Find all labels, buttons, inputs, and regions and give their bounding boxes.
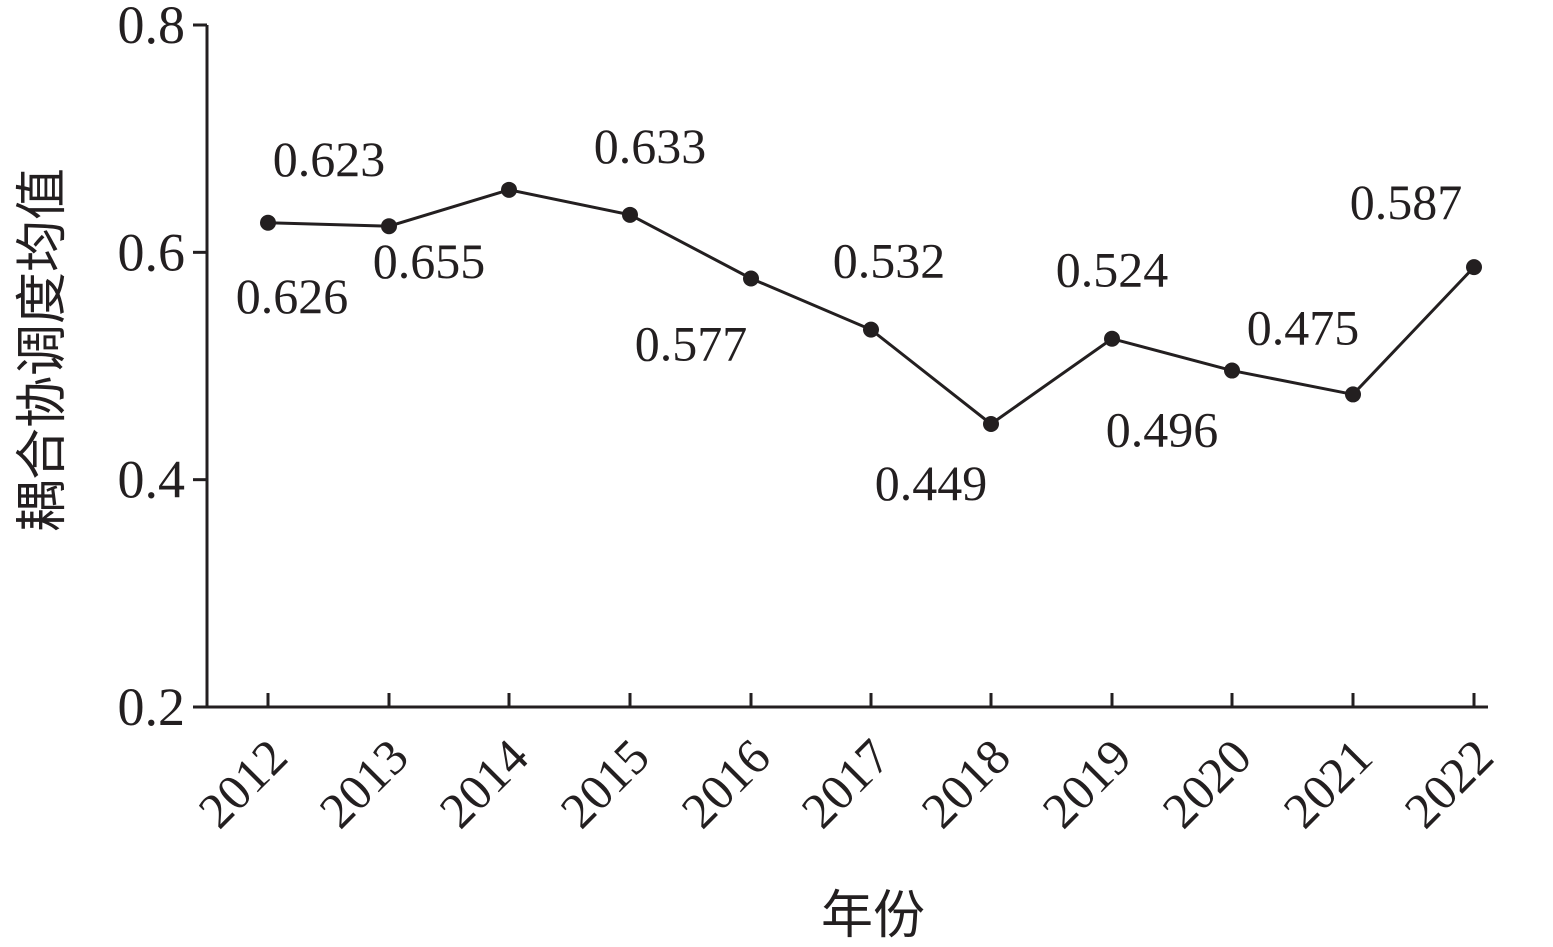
x-tick-label: 2016	[670, 728, 780, 838]
data-point	[863, 321, 879, 338]
x-ticks: 2012 2013 2014 2015 2016 2017 2018 2019 2020 2021…	[187, 693, 1504, 838]
data-label: 0.496	[1106, 402, 1219, 458]
data-label: 0.524	[1056, 242, 1169, 298]
x-tick-label: 2014	[428, 728, 538, 838]
data-labels: 0.626 0.623 0.655 0.633 0.577 0.532 0.449 0.524…	[236, 118, 1463, 511]
x-tick-label: 2019	[1031, 728, 1141, 838]
y-tick-label: 0.2	[118, 677, 186, 737]
y-tick-label: 0.4	[118, 450, 186, 510]
y-ticks: 0.2 0.4 0.6 0.8	[118, 0, 207, 737]
data-label: 0.532	[833, 233, 946, 289]
data-point	[983, 415, 999, 432]
x-tick-label: 2021	[1272, 728, 1382, 838]
data-point	[501, 181, 517, 198]
data-label: 0.623	[273, 131, 386, 187]
data-label: 0.577	[635, 315, 748, 371]
data-point	[743, 270, 759, 287]
x-axis-title: 年份	[821, 886, 925, 946]
data-point	[1104, 330, 1120, 347]
x-tick-label: 2017	[790, 728, 900, 838]
y-axis-title: 耦合协调度均值	[13, 168, 73, 532]
data-point	[1466, 259, 1482, 276]
data-point	[1345, 386, 1361, 403]
axes	[205, 25, 1488, 709]
data-label: 0.633	[594, 118, 707, 174]
x-tick-label: 2020	[1151, 728, 1261, 838]
y-tick-label: 0.8	[118, 0, 186, 55]
x-tick-label: 2012	[187, 728, 297, 838]
series-group	[260, 181, 1482, 432]
data-label: 0.587	[1350, 174, 1463, 230]
x-tick-label: 2013	[308, 728, 418, 838]
data-label: 0.475	[1247, 299, 1360, 355]
x-tick-label: 2018	[910, 728, 1020, 838]
y-tick-label: 0.6	[118, 222, 186, 282]
data-label: 0.655	[373, 233, 486, 289]
data-label: 0.626	[236, 268, 349, 324]
data-point	[381, 218, 397, 235]
x-tick-label: 2022	[1393, 728, 1503, 838]
data-point	[260, 214, 276, 231]
x-tick-label: 2015	[549, 728, 659, 838]
data-label: 0.449	[875, 455, 988, 511]
data-point	[1224, 362, 1240, 379]
data-point	[622, 206, 638, 223]
